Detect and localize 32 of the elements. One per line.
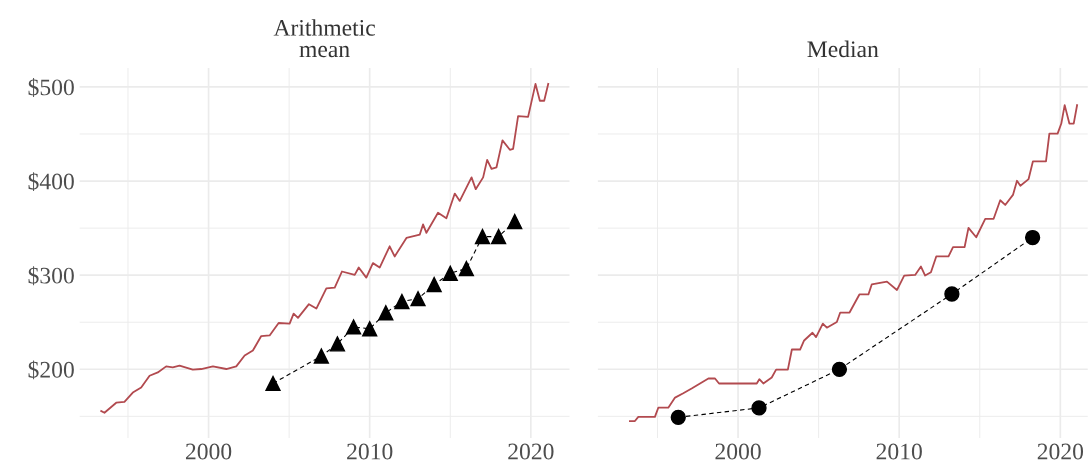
- point: [458, 260, 475, 277]
- point: [507, 213, 523, 230]
- point: [329, 336, 346, 352]
- x-tick-label: 2010: [347, 443, 393, 460]
- point: [345, 319, 362, 335]
- point: [831, 361, 848, 377]
- point: [1024, 229, 1041, 246]
- x-tick-label: 2010: [876, 443, 922, 460]
- x-tick-label: 2000: [715, 443, 761, 460]
- point: [426, 276, 442, 293]
- x-tick-label: 2020: [508, 443, 554, 460]
- point: [442, 265, 458, 281]
- point: [474, 228, 491, 245]
- point: [265, 375, 281, 392]
- point: [944, 286, 960, 302]
- point: [394, 293, 410, 310]
- chart-title: Arithmetic mean: [273, 19, 375, 58]
- x-tick-label: 2000: [185, 443, 232, 460]
- point: [410, 291, 426, 307]
- point: [490, 228, 507, 245]
- y-tick-label: $400: [28, 172, 74, 192]
- chart-title: Median: [807, 40, 879, 58]
- point: [313, 348, 329, 364]
- point: [378, 305, 394, 321]
- x-tick-label: 2020: [1037, 443, 1084, 460]
- point: [670, 409, 686, 425]
- y-tick-label: $200: [28, 360, 74, 380]
- point: [362, 321, 378, 337]
- y-tick-label: $300: [28, 266, 74, 286]
- point: [751, 400, 767, 416]
- line-series: [100, 83, 550, 414]
- y-tick-label: $500: [28, 78, 74, 97]
